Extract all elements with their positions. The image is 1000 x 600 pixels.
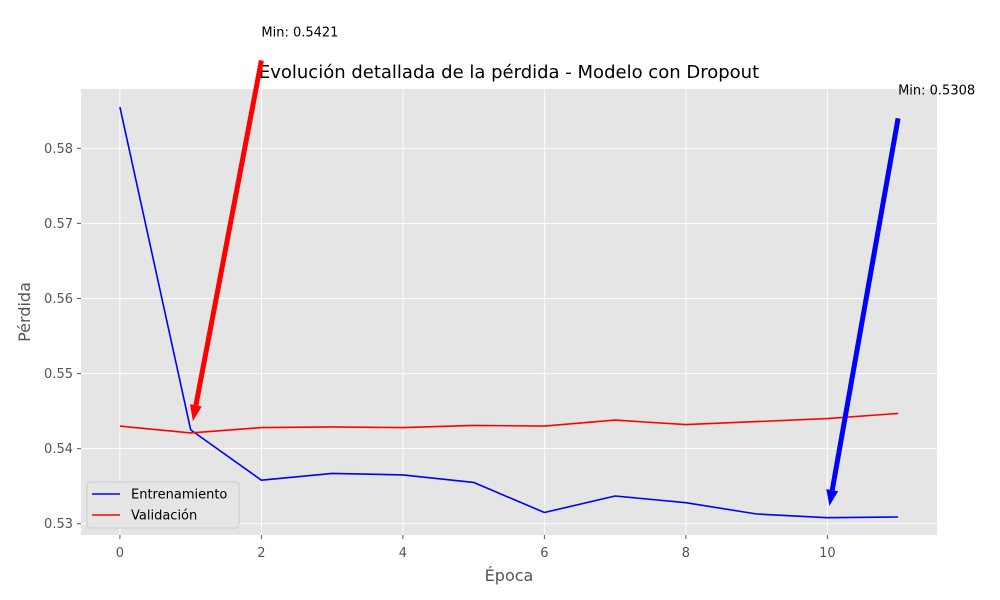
y-tick-label: 0.56 — [44, 292, 73, 307]
legend: Entrenamiento Validación — [86, 481, 240, 529]
series-line-train — [119, 106, 899, 519]
y-axis-ticks: 0.53 0.54 0.55 0.56 0.57 0.58 — [44, 142, 81, 532]
chart-title: Evolución detallada de la pérdida - Mode… — [259, 62, 759, 83]
series-lines — [119, 106, 899, 519]
y-tick-label: 0.57 — [44, 217, 73, 232]
x-axis-label: Época — [485, 566, 534, 585]
annotation-arrow-shaft — [829, 117, 901, 491]
series-line-val — [119, 412, 899, 434]
annotation-arrow-shaft — [193, 60, 264, 406]
x-axis-ticks: 0 2 4 6 8 10 — [116, 535, 836, 561]
annotation-label: Min: 0.5421 — [261, 25, 338, 40]
y-tick-label: 0.55 — [44, 367, 73, 382]
legend-label: Entrenamiento — [131, 488, 227, 503]
x-tick-label: 2 — [257, 546, 265, 561]
annotation-label: Min: 0.5308 — [898, 83, 975, 98]
x-tick-label: 8 — [682, 546, 690, 561]
x-tick-label: 4 — [399, 546, 407, 561]
y-tick-label: 0.58 — [44, 142, 73, 157]
annotations: Min: 0.5421 Min: 0.5308 — [189, 25, 975, 506]
y-tick-label: 0.53 — [44, 517, 73, 532]
plot-area — [81, 89, 937, 535]
y-tick-label: 0.54 — [44, 442, 73, 457]
x-tick-label: 6 — [540, 546, 548, 561]
annotation-arrow-head — [826, 489, 839, 506]
legend-label: Validación — [131, 509, 197, 524]
annotation-arrow-head — [189, 404, 202, 422]
x-tick-label: 10 — [819, 546, 836, 561]
legend-box — [86, 481, 240, 529]
x-tick-label: 0 — [116, 546, 124, 561]
y-axis-label: Pérdida — [15, 282, 34, 342]
